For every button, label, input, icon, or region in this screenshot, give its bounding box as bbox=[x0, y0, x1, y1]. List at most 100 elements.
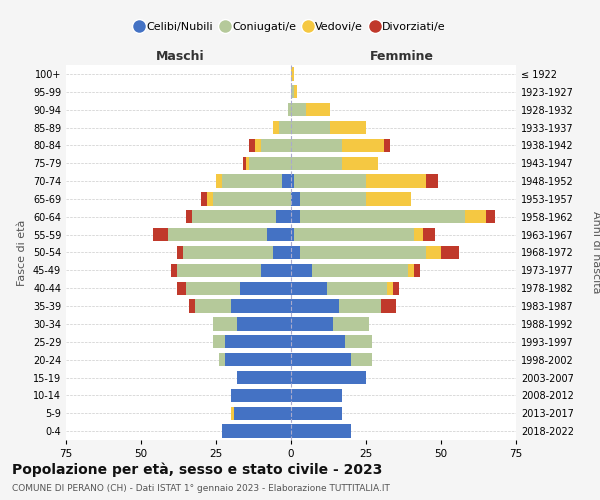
Bar bbox=[213, 317, 237, 330]
Text: Femmine: Femmine bbox=[370, 50, 434, 63]
Bar bbox=[291, 174, 294, 188]
Bar bbox=[201, 192, 207, 205]
Bar bbox=[237, 371, 291, 384]
Bar bbox=[291, 371, 366, 384]
Bar bbox=[243, 156, 246, 170]
Bar bbox=[342, 138, 384, 152]
Bar bbox=[249, 156, 291, 170]
Bar bbox=[414, 264, 420, 277]
Bar bbox=[291, 317, 333, 330]
Bar bbox=[294, 228, 414, 241]
Bar bbox=[177, 282, 186, 295]
Bar bbox=[219, 353, 225, 366]
Bar bbox=[291, 300, 339, 313]
Bar bbox=[291, 246, 300, 259]
Bar bbox=[177, 264, 261, 277]
Bar bbox=[294, 85, 297, 98]
Bar bbox=[384, 138, 390, 152]
Bar bbox=[291, 121, 330, 134]
Bar bbox=[168, 228, 267, 241]
Y-axis label: Fasce di età: Fasce di età bbox=[17, 220, 27, 286]
Bar bbox=[330, 121, 366, 134]
Bar bbox=[333, 317, 369, 330]
Bar bbox=[291, 424, 351, 438]
Bar bbox=[291, 67, 294, 80]
Bar bbox=[273, 121, 279, 134]
Bar bbox=[222, 174, 282, 188]
Bar bbox=[237, 317, 291, 330]
Bar bbox=[414, 228, 423, 241]
Bar bbox=[291, 228, 294, 241]
Bar bbox=[261, 138, 291, 152]
Bar bbox=[327, 282, 387, 295]
Bar bbox=[213, 192, 291, 205]
Bar bbox=[267, 228, 291, 241]
Bar bbox=[291, 353, 351, 366]
Bar bbox=[171, 264, 177, 277]
Bar bbox=[291, 138, 342, 152]
Bar bbox=[246, 156, 249, 170]
Bar bbox=[216, 174, 222, 188]
Bar bbox=[441, 246, 459, 259]
Bar bbox=[408, 264, 414, 277]
Bar bbox=[291, 156, 342, 170]
Bar bbox=[339, 300, 381, 313]
Bar bbox=[231, 300, 291, 313]
Bar bbox=[231, 406, 234, 420]
Bar bbox=[225, 335, 291, 348]
Bar bbox=[222, 424, 291, 438]
Bar bbox=[279, 121, 291, 134]
Bar bbox=[231, 388, 291, 402]
Bar bbox=[426, 174, 438, 188]
Bar bbox=[207, 192, 213, 205]
Bar bbox=[183, 246, 273, 259]
Text: Popolazione per età, sesso e stato civile - 2023: Popolazione per età, sesso e stato civil… bbox=[12, 462, 382, 477]
Bar bbox=[426, 246, 441, 259]
Bar bbox=[261, 264, 291, 277]
Bar bbox=[366, 174, 426, 188]
Bar bbox=[288, 103, 291, 117]
Bar bbox=[186, 210, 192, 224]
Bar bbox=[291, 264, 312, 277]
Bar bbox=[387, 282, 393, 295]
Bar bbox=[345, 335, 372, 348]
Bar bbox=[291, 282, 327, 295]
Bar bbox=[291, 406, 342, 420]
Bar bbox=[486, 210, 495, 224]
Bar bbox=[366, 192, 411, 205]
Bar bbox=[249, 138, 255, 152]
Bar bbox=[234, 406, 291, 420]
Bar bbox=[465, 210, 486, 224]
Text: COMUNE DI PERANO (CH) - Dati ISTAT 1° gennaio 2023 - Elaborazione TUTTITALIA.IT: COMUNE DI PERANO (CH) - Dati ISTAT 1° ge… bbox=[12, 484, 390, 493]
Bar bbox=[273, 246, 291, 259]
Bar bbox=[342, 156, 378, 170]
Bar bbox=[276, 210, 291, 224]
Bar bbox=[255, 138, 261, 152]
Bar bbox=[282, 174, 291, 188]
Bar bbox=[351, 353, 372, 366]
Bar bbox=[294, 174, 366, 188]
Bar bbox=[153, 228, 168, 241]
Bar bbox=[177, 246, 183, 259]
Bar bbox=[300, 210, 465, 224]
Bar bbox=[381, 300, 396, 313]
Bar bbox=[240, 282, 291, 295]
Y-axis label: Anni di nascita: Anni di nascita bbox=[590, 211, 600, 294]
Bar bbox=[291, 103, 306, 117]
Bar bbox=[291, 210, 300, 224]
Bar bbox=[291, 192, 300, 205]
Bar bbox=[300, 192, 366, 205]
Bar bbox=[213, 335, 225, 348]
Bar bbox=[312, 264, 408, 277]
Bar bbox=[189, 300, 195, 313]
Bar bbox=[291, 388, 342, 402]
Bar bbox=[192, 210, 276, 224]
Bar bbox=[291, 335, 345, 348]
Bar bbox=[393, 282, 399, 295]
Text: Maschi: Maschi bbox=[155, 50, 205, 63]
Bar bbox=[186, 282, 240, 295]
Bar bbox=[300, 246, 426, 259]
Bar bbox=[225, 353, 291, 366]
Bar bbox=[291, 85, 294, 98]
Legend: Celibi/Nubili, Coniugati/e, Vedovi/e, Divorziati/e: Celibi/Nubili, Coniugati/e, Vedovi/e, Di… bbox=[133, 18, 449, 36]
